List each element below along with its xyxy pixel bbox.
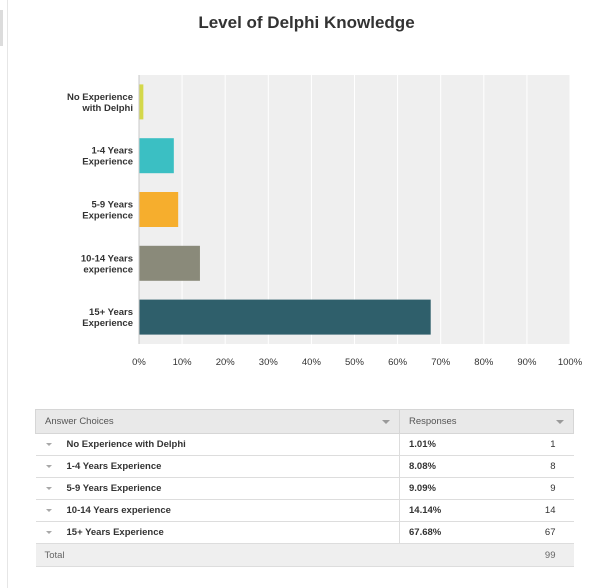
- answer-choices-header[interactable]: Answer Choices: [35, 409, 400, 434]
- total-label: Total: [35, 543, 502, 567]
- expand-caret-icon[interactable]: [45, 464, 52, 468]
- bar: [139, 299, 431, 335]
- bar: [139, 138, 174, 174]
- table-header-row: Answer Choices Responses: [35, 409, 574, 434]
- table-row: 5-9 Years Experience 9.09% 9: [35, 477, 574, 500]
- expand-caret-icon[interactable]: [45, 486, 52, 490]
- response-count: 8: [501, 455, 574, 478]
- responses-header-label: Responses: [409, 416, 457, 427]
- answer-choice-label: No Experience with Delphi: [66, 439, 186, 450]
- responses-table: Answer Choices Responses No Experience w…: [35, 409, 574, 567]
- category-label: 10-14 Years experience: [81, 253, 133, 275]
- expand-caret-icon[interactable]: [45, 508, 52, 512]
- table-row: 10-14 Years experience 14.14% 14: [35, 499, 574, 522]
- response-percent: 9.09%: [399, 477, 502, 500]
- x-tick-label: 60%: [388, 357, 408, 368]
- bar: [139, 84, 144, 120]
- bar-chart: 0% 10% 20% 30% 40% 50% 60% 70% 80% 90% 100% No Expe…: [67, 75, 583, 368]
- answer-choice-label: 1-4 Years Experience: [66, 461, 162, 472]
- x-tick-label: 20%: [216, 357, 236, 368]
- table-row: 1-4 Years Experience 8.08% 8: [35, 455, 574, 478]
- x-tick-label: 100%: [558, 357, 583, 368]
- bar: [139, 245, 200, 281]
- answer-choice-label: 10-14 Years experience: [66, 505, 171, 516]
- category-label: 15+ Years Experience: [82, 307, 133, 329]
- answer-choice-label: 15+ Years Experience: [66, 527, 164, 538]
- bar: [139, 192, 179, 227]
- responses-header[interactable]: Responses: [399, 409, 574, 434]
- expand-caret-icon[interactable]: [45, 530, 52, 534]
- expand-caret-icon[interactable]: [45, 442, 52, 446]
- x-tick-label: 30%: [259, 357, 279, 368]
- response-percent: 8.08%: [399, 455, 502, 478]
- response-count: 14: [501, 499, 574, 522]
- response-count: 9: [501, 477, 574, 500]
- total-count: 99: [501, 543, 574, 567]
- sort-caret-icon[interactable]: [382, 420, 390, 424]
- table-row: 15+ Years Experience 67.68% 67: [35, 521, 574, 544]
- panel-left-border: [7, 0, 8, 588]
- x-tick-label: 50%: [345, 357, 365, 368]
- response-percent: 14.14%: [399, 499, 502, 522]
- response-count: 67: [501, 521, 574, 544]
- category-label: 5-9 Years Experience: [82, 200, 133, 222]
- table-row: No Experience with Delphi 1.01% 1: [35, 433, 574, 456]
- category-label: 1-4 Years Experience: [82, 146, 133, 168]
- x-tick-label: 90%: [517, 357, 537, 368]
- table-total-row: Total 99: [35, 543, 574, 567]
- panel-edge-marker: [0, 10, 3, 46]
- x-tick-label: 10%: [173, 357, 193, 368]
- x-tick-label: 0%: [132, 357, 146, 368]
- answer-choices-header-label: Answer Choices: [45, 416, 114, 427]
- sort-caret-icon[interactable]: [556, 420, 564, 424]
- answer-choice-label: 5-9 Years Experience: [66, 483, 162, 494]
- x-tick-label: 40%: [302, 357, 322, 368]
- x-tick-label: 80%: [474, 357, 494, 368]
- response-percent: 1.01%: [399, 433, 502, 456]
- category-label: No Experience with Delphi: [67, 92, 133, 114]
- response-count: 1: [501, 433, 574, 456]
- x-tick-label: 70%: [431, 357, 451, 368]
- chart-title: Level of Delphi Knowledge: [198, 13, 415, 32]
- response-percent: 67.68%: [399, 521, 502, 544]
